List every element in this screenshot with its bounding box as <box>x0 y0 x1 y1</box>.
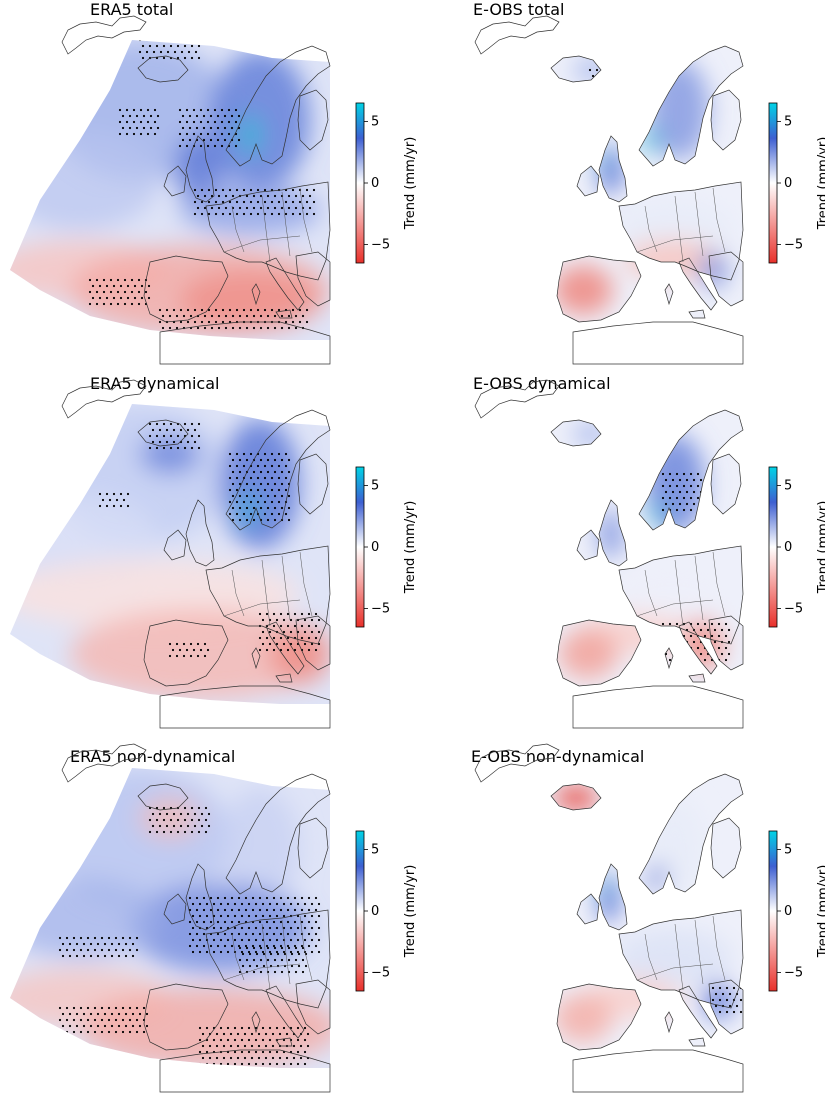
colorbar-tick-label: 5 <box>784 114 792 129</box>
colorbar-tick-label: −5 <box>784 238 803 253</box>
colorbar: 5 0 −5 Trend (mm/yr) <box>768 466 825 628</box>
colorbar: 5 0 −5 Trend (mm/yr) <box>768 102 825 264</box>
colorbar: 5 0 −5 Trend (mm/yr) <box>355 830 418 992</box>
map-eobs-dynamical: 5 0 −5 Trend (mm/yr) <box>474 379 825 729</box>
panel-era5-nondynamical: ERA5 non-dynamical 5 0 −5 Trend (mm/yr) <box>0 728 418 1093</box>
colorbar-tick-label: 5 <box>371 842 379 857</box>
panel-era5-total: ERA5 total 5 0 −5 Trend (mm/yr) <box>0 0 418 365</box>
colorbar-bar <box>355 466 365 628</box>
map-era5-total: 5 0 −5 Trend (mm/yr) <box>10 15 418 365</box>
colorbar-tick-label: −5 <box>371 238 390 253</box>
panel-title: E-OBS total <box>473 0 565 19</box>
colorbar-tick-label: 5 <box>784 842 792 857</box>
colorbar-tick-label: 0 <box>371 904 379 919</box>
panel-eobs-dynamical: E-OBS dynamical 5 0 −5 Trend (mm/yr) <box>413 364 825 729</box>
panel-title: ERA5 total <box>90 0 174 19</box>
colorbar-tick-label: 0 <box>371 176 379 191</box>
colorbar-label: Trend (mm/yr) <box>403 137 418 231</box>
colorbar-tick-label: 5 <box>371 478 379 493</box>
colorbar-tick-label: −5 <box>371 602 390 617</box>
colorbar: 5 0 −5 Trend (mm/yr) <box>768 830 825 992</box>
panel-eobs-total: E-OBS total 5 0 −5 Trend (mm/yr) <box>413 0 825 365</box>
colorbar-label: Trend (mm/yr) <box>403 501 418 595</box>
colorbar-tick-label: −5 <box>371 966 390 981</box>
panel-era5-dynamical: ERA5 dynamical 5 0 −5 Trend (mm/yr) <box>0 364 418 729</box>
map-eobs-total: 5 0 −5 Trend (mm/yr) <box>474 15 825 365</box>
colorbar-bar <box>768 466 778 628</box>
map-eobs-nondynamical: 5 0 −5 Trend (mm/yr) <box>474 743 825 1093</box>
colorbar-label: Trend (mm/yr) <box>403 865 418 959</box>
colorbar-label: Trend (mm/yr) <box>816 501 825 595</box>
panel-title: ERA5 dynamical <box>90 374 220 393</box>
panel-title: ERA5 non-dynamical <box>70 747 236 766</box>
colorbar-tick-label: 0 <box>371 540 379 555</box>
colorbar-bar <box>768 830 778 992</box>
colorbar-tick-label: −5 <box>784 966 803 981</box>
colorbar: 5 0 −5 Trend (mm/yr) <box>355 102 418 264</box>
colorbar-label: Trend (mm/yr) <box>816 865 825 959</box>
panel-eobs-nondynamical: E-OBS non-dynamical 5 0 −5 Trend (mm/yr) <box>413 728 825 1093</box>
colorbar-tick-label: 5 <box>371 114 379 129</box>
colorbar-tick-label: 0 <box>784 904 792 919</box>
colorbar-tick-label: 0 <box>784 176 792 191</box>
colorbar-tick-label: 0 <box>784 540 792 555</box>
colorbar-tick-label: 5 <box>784 478 792 493</box>
panel-title: E-OBS non-dynamical <box>471 747 645 766</box>
colorbar-bar <box>355 830 365 992</box>
map-era5-dynamical: 5 0 −5 Trend (mm/yr) <box>10 379 418 729</box>
colorbar-bar <box>768 102 778 264</box>
panel-title: E-OBS dynamical <box>473 374 611 393</box>
colorbar-tick-label: −5 <box>784 602 803 617</box>
map-era5-nondynamical: 5 0 −5 Trend (mm/yr) <box>10 743 418 1093</box>
colorbar-label: Trend (mm/yr) <box>816 137 825 231</box>
colorbar: 5 0 −5 Trend (mm/yr) <box>355 466 418 628</box>
colorbar-bar <box>355 102 365 264</box>
